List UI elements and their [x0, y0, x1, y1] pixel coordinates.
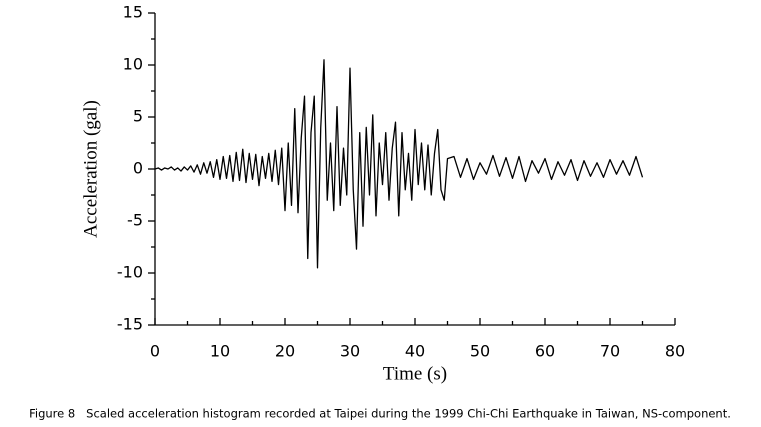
x-tick-label: 60 — [535, 342, 555, 361]
y-axis-label: Acceleration (gal) — [80, 100, 101, 238]
y-tick-label: 15 — [123, 3, 143, 22]
x-tick-label: 20 — [275, 342, 295, 361]
y-tick-label: -10 — [117, 263, 143, 282]
y-tick-label: -15 — [117, 315, 143, 334]
x-tick-label: 50 — [470, 342, 490, 361]
x-tick-label: 70 — [600, 342, 620, 361]
y-tick-label: 0 — [133, 159, 143, 178]
x-tick-label: 80 — [665, 342, 685, 361]
x-tick-label: 10 — [210, 342, 230, 361]
x-tick-label: 40 — [405, 342, 425, 361]
y-tick-label: 5 — [133, 107, 143, 126]
x-tick-label: 0 — [150, 342, 160, 361]
caption: Figure 8 Scaled acceleration histogram r… — [29, 407, 731, 421]
signal-line — [154, 59, 644, 269]
x-axis-label: Time (s) — [383, 363, 447, 384]
y-tick-label: 10 — [123, 55, 143, 74]
y-tick-label: -5 — [127, 211, 143, 230]
x-tick-label: 30 — [340, 342, 360, 361]
